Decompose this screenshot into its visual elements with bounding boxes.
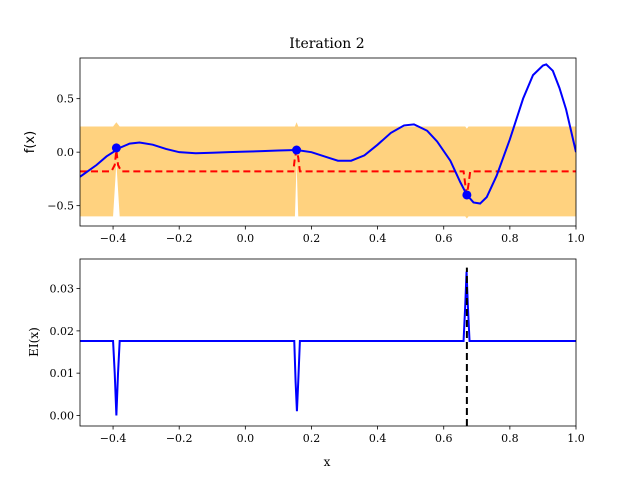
top-x-tick-label: 0.8 <box>501 232 519 245</box>
bottom-x-ticks: −0.4 −0.2 0.0 0.2 0.4 0.6 0.8 1.0 <box>100 426 585 445</box>
top-axes-frame <box>79 57 577 227</box>
top-y-tick-label: −0.5 <box>47 200 74 213</box>
top-x-tick-label: 1.0 <box>567 232 585 245</box>
observation-point <box>462 190 472 200</box>
top-y-tick-label: 0.5 <box>57 93 75 106</box>
bottom-x-label: x <box>324 455 331 469</box>
top-y-label: f(x) <box>23 131 38 153</box>
top-x-tick-label: 0.4 <box>369 232 387 245</box>
top-x-tick-label: −0.4 <box>100 232 127 245</box>
top-x-tick-label: −0.2 <box>166 232 193 245</box>
objective-line <box>80 63 576 205</box>
top-title: Iteration 2 <box>289 36 364 52</box>
top-panel: Iteration 2 −0.4 −0.2 0.0 0.2 0.4 0.6 0.8 1.0 −… <box>23 36 585 245</box>
bottom-x-tick-label: −0.2 <box>166 432 193 445</box>
bottom-x-tick-label: 0.2 <box>303 432 321 445</box>
bottom-x-tick-label: −0.4 <box>100 432 127 445</box>
top-x-tick-label: 0.2 <box>303 232 321 245</box>
bottom-x-tick-label: 1.0 <box>567 432 585 445</box>
observation-points <box>111 143 472 200</box>
top-y-tick-label: 0.0 <box>57 146 75 159</box>
top-y-ticks: −0.5 0.0 0.5 <box>47 93 80 213</box>
bottom-y-tick-label: 0.03 <box>50 283 75 296</box>
observation-point <box>292 145 302 155</box>
top-x-tick-label: 0.0 <box>237 232 255 245</box>
bottom-axes-frame <box>79 258 577 427</box>
bottom-y-ticks: 0.00 0.01 0.02 0.03 <box>50 283 80 422</box>
bottom-x-tick-label: 0.0 <box>237 432 255 445</box>
uncertainty-band <box>80 122 576 219</box>
bottom-y-tick-label: 0.00 <box>50 409 75 422</box>
observation-point <box>111 143 121 153</box>
top-x-ticks: −0.4 −0.2 0.0 0.2 0.4 0.6 0.8 1.0 <box>100 226 585 245</box>
top-x-tick-label: 0.6 <box>435 232 453 245</box>
bottom-x-tick-label: 0.6 <box>435 432 453 445</box>
bottom-panel: −0.4 −0.2 0.0 0.2 0.4 0.6 0.8 1.0 0.000.010.020… <box>27 258 585 469</box>
bottom-x-tick-label: 0.8 <box>501 432 519 445</box>
bottom-x-tick-label: 0.4 <box>369 432 387 445</box>
bottom-y-tick-label: 0.01 <box>50 367 75 380</box>
bottom-y-tick-label: 0.02 <box>50 325 75 338</box>
bottom-y-label: EI(x) <box>27 327 41 357</box>
